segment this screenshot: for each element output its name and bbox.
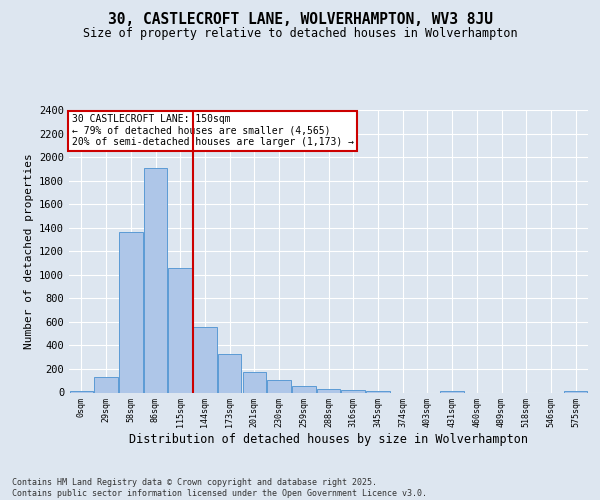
Bar bbox=[119, 232, 143, 392]
Text: Size of property relative to detached houses in Wolverhampton: Size of property relative to detached ho… bbox=[83, 28, 517, 40]
Y-axis label: Number of detached properties: Number of detached properties bbox=[23, 154, 34, 349]
Bar bbox=[169, 268, 192, 392]
X-axis label: Distribution of detached houses by size in Wolverhampton: Distribution of detached houses by size … bbox=[129, 433, 528, 446]
Bar bbox=[292, 386, 316, 392]
Bar bbox=[193, 327, 217, 392]
Bar bbox=[144, 168, 167, 392]
Bar bbox=[317, 389, 340, 392]
Text: 30 CASTLECROFT LANE: 150sqm
← 79% of detached houses are smaller (4,565)
20% of : 30 CASTLECROFT LANE: 150sqm ← 79% of det… bbox=[71, 114, 353, 148]
Bar bbox=[341, 390, 365, 392]
Bar bbox=[218, 354, 241, 393]
Bar bbox=[94, 377, 118, 392]
Text: 30, CASTLECROFT LANE, WOLVERHAMPTON, WV3 8JU: 30, CASTLECROFT LANE, WOLVERHAMPTON, WV3… bbox=[107, 12, 493, 28]
Bar bbox=[242, 372, 266, 392]
Bar bbox=[268, 380, 291, 392]
Text: Contains HM Land Registry data © Crown copyright and database right 2025.
Contai: Contains HM Land Registry data © Crown c… bbox=[12, 478, 427, 498]
